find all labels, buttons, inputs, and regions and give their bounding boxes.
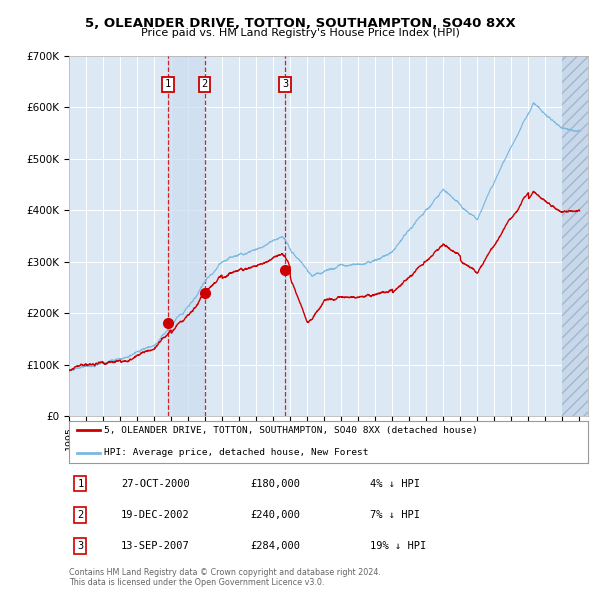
Text: 7% ↓ HPI: 7% ↓ HPI: [370, 510, 420, 520]
Text: £284,000: £284,000: [251, 541, 301, 551]
Text: 1: 1: [165, 79, 172, 89]
Text: 5, OLEANDER DRIVE, TOTTON, SOUTHAMPTON, SO40 8XX (detached house): 5, OLEANDER DRIVE, TOTTON, SOUTHAMPTON, …: [104, 425, 478, 434]
Text: 2: 2: [202, 79, 208, 89]
Text: 4% ↓ HPI: 4% ↓ HPI: [370, 478, 420, 489]
Text: 1: 1: [77, 478, 83, 489]
Text: Price paid vs. HM Land Registry's House Price Index (HPI): Price paid vs. HM Land Registry's House …: [140, 28, 460, 38]
Text: 19-DEC-2002: 19-DEC-2002: [121, 510, 190, 520]
Text: 13-SEP-2007: 13-SEP-2007: [121, 541, 190, 551]
Text: 5, OLEANDER DRIVE, TOTTON, SOUTHAMPTON, SO40 8XX: 5, OLEANDER DRIVE, TOTTON, SOUTHAMPTON, …: [85, 17, 515, 30]
Bar: [168, 56, 205, 416]
Text: Contains HM Land Registry data © Crown copyright and database right 2024.
This d: Contains HM Land Registry data © Crown c…: [69, 568, 381, 587]
Text: HPI: Average price, detached house, New Forest: HPI: Average price, detached house, New …: [104, 448, 369, 457]
Text: £180,000: £180,000: [251, 478, 301, 489]
Text: 3: 3: [77, 541, 83, 551]
Text: 27-OCT-2000: 27-OCT-2000: [121, 478, 190, 489]
Text: 2: 2: [77, 510, 83, 520]
Text: 3: 3: [282, 79, 288, 89]
Text: 19% ↓ HPI: 19% ↓ HPI: [370, 541, 426, 551]
Bar: [562, 56, 592, 416]
Text: £240,000: £240,000: [251, 510, 301, 520]
